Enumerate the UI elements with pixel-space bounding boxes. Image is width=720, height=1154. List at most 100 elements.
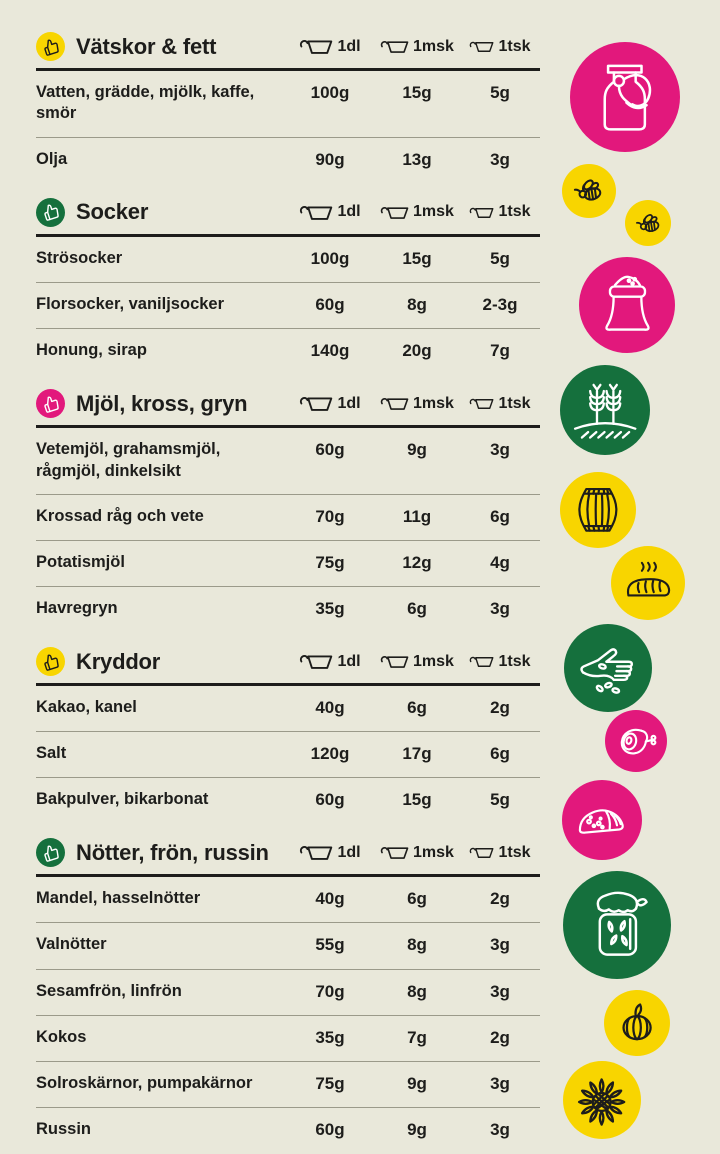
- section-rule: [36, 874, 540, 878]
- section-rule: [36, 68, 540, 71]
- value-1tsk: 7g: [490, 341, 510, 361]
- flour-sack-icon: [604, 275, 650, 331]
- section-title: Mjöl, kross, gryn: [76, 390, 248, 416]
- column-header-1tsk: 1tsk: [460, 395, 540, 413]
- section-mj-l-kross-gryn: Mjöl, kross, gryn 1dl 1msk 1tsk Vetemjöl, gr…: [36, 389, 540, 633]
- measuring-cup-icon: [470, 398, 494, 410]
- value-1dl: 70g: [315, 506, 345, 526]
- ingredient-label: Mandel, hasselnötter: [36, 889, 201, 908]
- section-header: Kryddor 1dl 1msk 1tsk: [36, 647, 540, 677]
- wheat-icon: [573, 383, 637, 439]
- value-1tsk: 2g: [490, 889, 510, 909]
- rail-circle-bee: [625, 200, 671, 246]
- measuring-cup-icon: [380, 40, 409, 53]
- section-badge: [36, 838, 65, 868]
- table-row: Mandel, hasselnötter 40g 6g 2g: [36, 877, 540, 924]
- rail-circle-barrel: [560, 472, 636, 548]
- measuring-cup-icon: [470, 848, 494, 859]
- value-1tsk: 2g: [490, 1027, 510, 1047]
- value-1tsk: 3g: [490, 599, 510, 619]
- table-row: Potatismjöl 75g 12g 4g: [36, 541, 540, 588]
- value-1tsk: 3g: [490, 935, 510, 955]
- value-1dl: 55g: [315, 935, 345, 955]
- column-label: 1tsk: [498, 652, 531, 670]
- measuring-cup-icon: [300, 397, 333, 411]
- value-1dl: 100g: [310, 248, 350, 268]
- value-1dl: 75g: [315, 553, 345, 573]
- value-1tsk: 5g: [490, 790, 510, 810]
- rail-circle-pumpkin: [604, 990, 670, 1056]
- table-row: Honung, sirap 140g 20g 7g: [36, 329, 540, 375]
- column-label: 1msk: [413, 203, 454, 221]
- rail-circle-seed-jar: [563, 871, 671, 979]
- column-header-1msk: 1msk: [374, 653, 460, 671]
- measuring-cup-icon: [470, 207, 494, 218]
- value-1msk: 15g: [402, 790, 432, 810]
- column-header-1msk: 1msk: [374, 38, 460, 56]
- section-title: Vätskor & fett: [76, 33, 217, 59]
- rail-circle-ham: [605, 710, 667, 772]
- ingredient-label: Krossad råg och vete: [36, 506, 204, 525]
- thumbs-up-icon: [43, 845, 59, 862]
- table-row: Bakpulver, bikarbonat 60g 15g 5g: [36, 778, 540, 824]
- barrel-icon: [578, 488, 618, 532]
- measuring-cup-icon: [300, 40, 333, 54]
- table-row: Kakao, kanel 40g 6g 2g: [36, 686, 540, 733]
- ingredient-label: Kokos: [36, 1027, 87, 1046]
- section-v-tskor-fett: Vätskor & fett 1dl 1msk 1tsk Vatten, grädde,…: [36, 32, 540, 184]
- sunflower-icon: [578, 1078, 626, 1127]
- column-header-1tsk: 1tsk: [460, 653, 540, 671]
- table-row: Krossad råg och vete 70g 11g 6g: [36, 495, 540, 542]
- milk-can-icon: [603, 64, 652, 131]
- column-label: 1dl: [337, 394, 361, 412]
- section-title: Socker: [76, 199, 149, 225]
- section-socker: Socker 1dl 1msk 1tsk Strösocker 100g 15g 5g Flor…: [36, 197, 540, 375]
- ingredient-label: Sesamfrön, linfrön: [36, 981, 182, 1000]
- value-1tsk: 6g: [490, 744, 510, 764]
- value-1tsk: 5g: [490, 248, 510, 268]
- rail-circle-cheese-loaf: [562, 780, 642, 860]
- measuring-cup-icon: [300, 205, 333, 220]
- table-row: Russin 60g 9g 3g: [36, 1108, 540, 1154]
- section-title: Nötter, frön, russin: [76, 839, 269, 865]
- column-header-1msk: 1msk: [374, 203, 460, 221]
- column-label: 1tsk: [498, 394, 531, 412]
- column-label: 1dl: [337, 843, 361, 861]
- ingredient-label: Strösocker: [36, 248, 123, 267]
- value-1tsk: 4g: [490, 553, 510, 573]
- table-row: Sesamfrön, linfrön 70g 8g 3g: [36, 970, 540, 1016]
- table-row: Solroskärnor, pumpakärnor 75g 9g 3g: [36, 1062, 540, 1108]
- column-label: 1tsk: [498, 203, 531, 221]
- ingredient-label: Havregryn: [36, 599, 118, 618]
- conversion-table: Vätskor & fett 1dl 1msk 1tsk Vatten, grädde,…: [36, 32, 540, 1154]
- value-1msk: 8g: [407, 294, 427, 314]
- value-1dl: 60g: [315, 1119, 345, 1139]
- section-badge: [36, 647, 65, 677]
- column-label: 1msk: [413, 652, 454, 670]
- value-1dl: 100g: [310, 83, 350, 102]
- table-row: Strösocker 100g 15g 5g: [36, 237, 540, 283]
- measuring-cup-icon: [380, 398, 409, 410]
- rail-circle-hand-sowing-seeds: [564, 624, 652, 712]
- ingredient-label: Vatten, grädde, mjölk, kaffe, smör: [36, 83, 255, 123]
- value-1msk: 15g: [402, 248, 432, 268]
- section-header: Mjöl, kross, gryn 1dl 1msk 1tsk: [36, 389, 540, 419]
- value-1dl: 35g: [315, 1027, 345, 1047]
- table-row: Kokos 35g 7g 2g: [36, 1016, 540, 1062]
- section-rule: [36, 233, 540, 237]
- value-1dl: 60g: [315, 790, 345, 810]
- bee-icon: [635, 213, 659, 232]
- measuring-cup-icon: [380, 656, 409, 668]
- value-1msk: 15g: [402, 83, 432, 102]
- column-label: 1msk: [413, 394, 454, 412]
- section-header: Socker 1dl 1msk 1tsk: [36, 197, 540, 227]
- value-1tsk: 3g: [490, 1119, 510, 1139]
- bread-icon: [626, 561, 671, 597]
- bee-icon: [574, 179, 602, 202]
- value-1tsk: 3g: [490, 1073, 510, 1093]
- column-label: 1dl: [337, 203, 361, 221]
- ingredient-label: Russin: [36, 1119, 92, 1138]
- table-row: Vatten, grädde, mjölk, kaffe, smör 100g 15…: [36, 71, 540, 138]
- section-kryddor: Kryddor 1dl 1msk 1tsk Kakao, kanel 40g 6g 2g Sal…: [36, 647, 540, 824]
- rail-circle-sunflower: [563, 1061, 641, 1139]
